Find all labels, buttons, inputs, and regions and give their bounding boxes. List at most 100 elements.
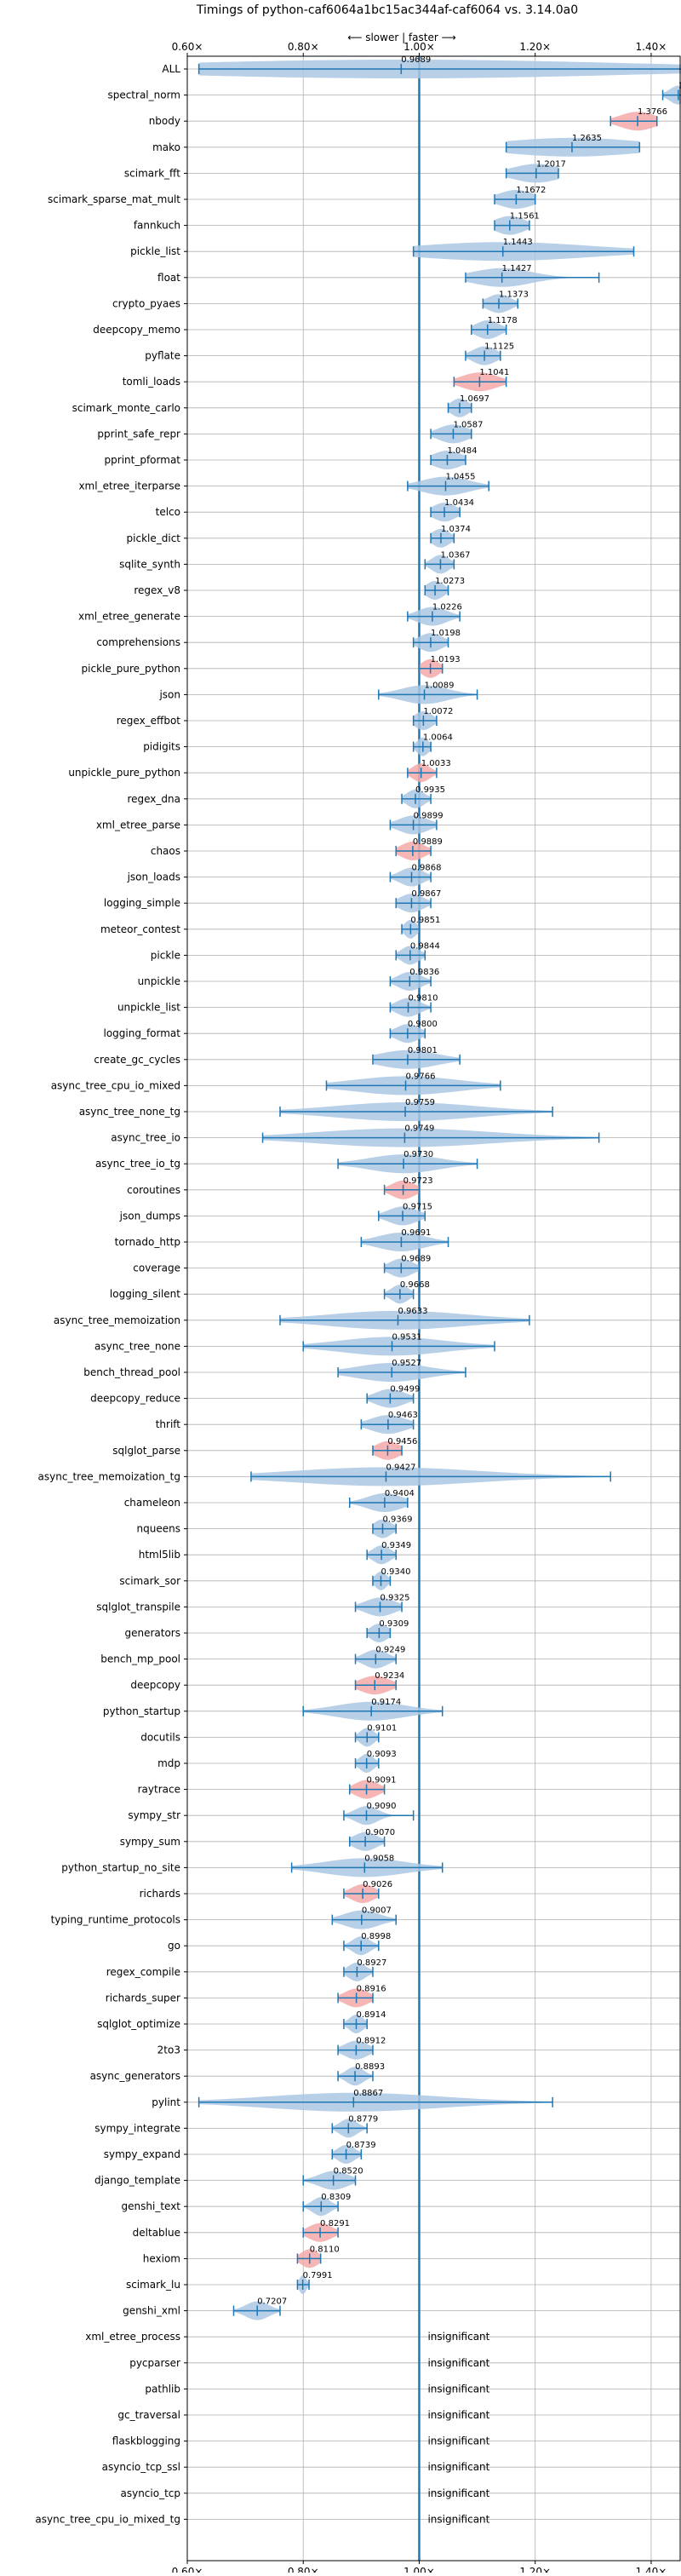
benchmark-label: regex_v8 <box>134 584 180 596</box>
x-tick-label-top: 1.40× <box>636 41 667 53</box>
benchmark-label: telco <box>156 506 180 518</box>
benchmark-label: unpickle_list <box>117 1002 180 1014</box>
value-label: 0.9800 <box>408 1020 438 1029</box>
value-label: 0.8739 <box>346 2141 376 2150</box>
chart-title: Timings of python-caf6064a1bc15ac344af-c… <box>196 3 578 17</box>
value-label: 1.2635 <box>572 134 602 143</box>
x-tick-label-bottom: 0.60× <box>172 2566 203 2573</box>
benchmark-label: flaskblogging <box>112 2435 180 2447</box>
value-label: 0.9249 <box>375 1646 405 1655</box>
value-label: 0.9691 <box>401 1228 431 1238</box>
value-label: 0.9844 <box>410 941 440 951</box>
value-label: 0.9091 <box>367 1776 397 1785</box>
value-label: 0.9309 <box>379 1619 409 1629</box>
benchmark-label: genshi_xml <box>123 2305 180 2317</box>
benchmark-label: bench_mp_pool <box>100 1653 180 1665</box>
direction-label: ⟵ slower | faster ⟶ <box>347 32 456 43</box>
value-label: 0.9889 <box>413 837 443 847</box>
insignificant-label: insignificant <box>427 2357 489 2369</box>
value-label: 0.9463 <box>388 1411 418 1420</box>
value-label: 0.9026 <box>363 1880 392 1889</box>
plot-frame <box>186 55 681 2562</box>
value-label: 0.9499 <box>390 1385 420 1394</box>
benchmark-label: gc_traversal <box>117 2409 180 2421</box>
value-label: 1.1041 <box>479 368 509 377</box>
benchmark-label: tornado_http <box>115 1236 180 1248</box>
benchmark-label: typing_runtime_protocols <box>51 1914 180 1926</box>
value-label: 1.0064 <box>423 733 453 743</box>
benchmark-label: xml_etree_process <box>85 2331 180 2343</box>
value-label: 0.8914 <box>356 2010 386 2020</box>
benchmark-label: python_startup <box>103 1705 180 1717</box>
benchmark-label: regex_dna <box>127 793 180 805</box>
value-label: 0.8867 <box>353 2089 383 2098</box>
labels-layer: 0.60× 0.60× 0.80× 0.80× 1.00× 1.00× 1.20× 1.20×… <box>35 41 681 2576</box>
value-label: 0.9836 <box>409 968 439 977</box>
value-label: 0.9174 <box>371 1698 401 1707</box>
benchmark-label: pathlib <box>145 2383 180 2395</box>
value-label: 0.9868 <box>411 864 441 873</box>
value-label: 1.0587 <box>453 420 483 429</box>
value-label: 0.9325 <box>380 1593 409 1602</box>
benchmark-label: json <box>158 688 180 700</box>
benchmark-label: asyncio_tcp <box>120 2487 180 2499</box>
value-label: 1.2017 <box>536 159 566 169</box>
benchmark-label: sqlglot_parse <box>112 1445 180 1457</box>
benchmark-label: regex_compile <box>106 1966 180 1978</box>
benchmark-label: tomli_loads <box>123 376 180 388</box>
benchmark-label: pprint_safe_repr <box>97 428 180 440</box>
benchmark-label: chameleon <box>124 1497 180 1509</box>
benchmark-label: pickle_pure_python <box>82 663 180 675</box>
value-label: 1.0455 <box>445 473 475 482</box>
benchmark-label: async_tree_cpu_io_mixed_tg <box>35 2513 180 2525</box>
value-label: 1.1178 <box>488 316 518 325</box>
insignificant-label: insignificant <box>427 2513 489 2525</box>
benchmark-label: scimark_sor <box>119 1575 180 1587</box>
value-label: 0.9723 <box>403 1176 433 1186</box>
benchmark-label: 2to3 <box>157 2044 180 2056</box>
value-label: 1.0072 <box>423 707 453 716</box>
value-label: 0.9810 <box>409 994 438 1003</box>
benchmark-label: spectral_norm <box>107 89 180 101</box>
benchmark-label: django_template <box>94 2175 180 2187</box>
benchmark-label: scimark_lu <box>126 2279 180 2291</box>
value-label: 0.9749 <box>404 1124 434 1134</box>
benchmark-label: genshi_text <box>122 2200 181 2212</box>
x-tick-label-bottom: 1.40× <box>636 2566 667 2573</box>
benchmark-label: deepcopy_memo <box>93 324 180 336</box>
benchmark-label: comprehensions <box>96 636 180 648</box>
x-tick-label-top: 0.80× <box>288 41 319 53</box>
value-label: 0.9633 <box>398 1307 427 1316</box>
benchmark-label: sympy_expand <box>104 2148 180 2160</box>
benchmark-label: pprint_pformat <box>105 454 181 466</box>
insignificant-label: insignificant <box>427 2435 489 2447</box>
benchmark-label: sympy_sum <box>120 1836 180 1848</box>
benchmark-label: json_dumps <box>119 1210 180 1222</box>
value-label: 0.9527 <box>392 1359 421 1368</box>
value-label: 0.9689 <box>401 1255 431 1264</box>
benchmark-label: nbody <box>149 115 180 127</box>
benchmark-label: logging_simple <box>104 897 180 909</box>
value-label: 1.0226 <box>432 603 462 612</box>
value-label: 0.9766 <box>406 1072 436 1081</box>
benchmark-label: async_tree_cpu_io_mixed <box>51 1079 180 1091</box>
value-label: 0.7991 <box>303 2271 333 2280</box>
value-label: 0.9715 <box>403 1202 432 1211</box>
benchmark-label: async_tree_memoization <box>54 1314 180 1326</box>
benchmark-label: thrift <box>156 1418 181 1430</box>
marks-layer <box>197 60 681 2320</box>
benchmark-label: richards <box>140 1888 180 1900</box>
value-label: 0.8291 <box>320 2219 350 2228</box>
value-label: 0.9090 <box>366 1802 396 1811</box>
value-label: 0.9668 <box>400 1280 430 1290</box>
benchmark-label: coverage <box>133 1262 180 1274</box>
benchmark-label: generators <box>124 1627 180 1639</box>
benchmark-label: unpickle_pure_python <box>68 767 180 779</box>
benchmark-label: xml_etree_iterparse <box>78 480 180 492</box>
benchmark-label: scimark_sparse_mat_mult <box>48 193 180 205</box>
insignificant-label: insignificant <box>427 2331 489 2343</box>
value-label: 0.9730 <box>403 1150 433 1159</box>
value-label: 0.9340 <box>381 1567 411 1577</box>
value-label: 0.9689 <box>401 55 431 65</box>
